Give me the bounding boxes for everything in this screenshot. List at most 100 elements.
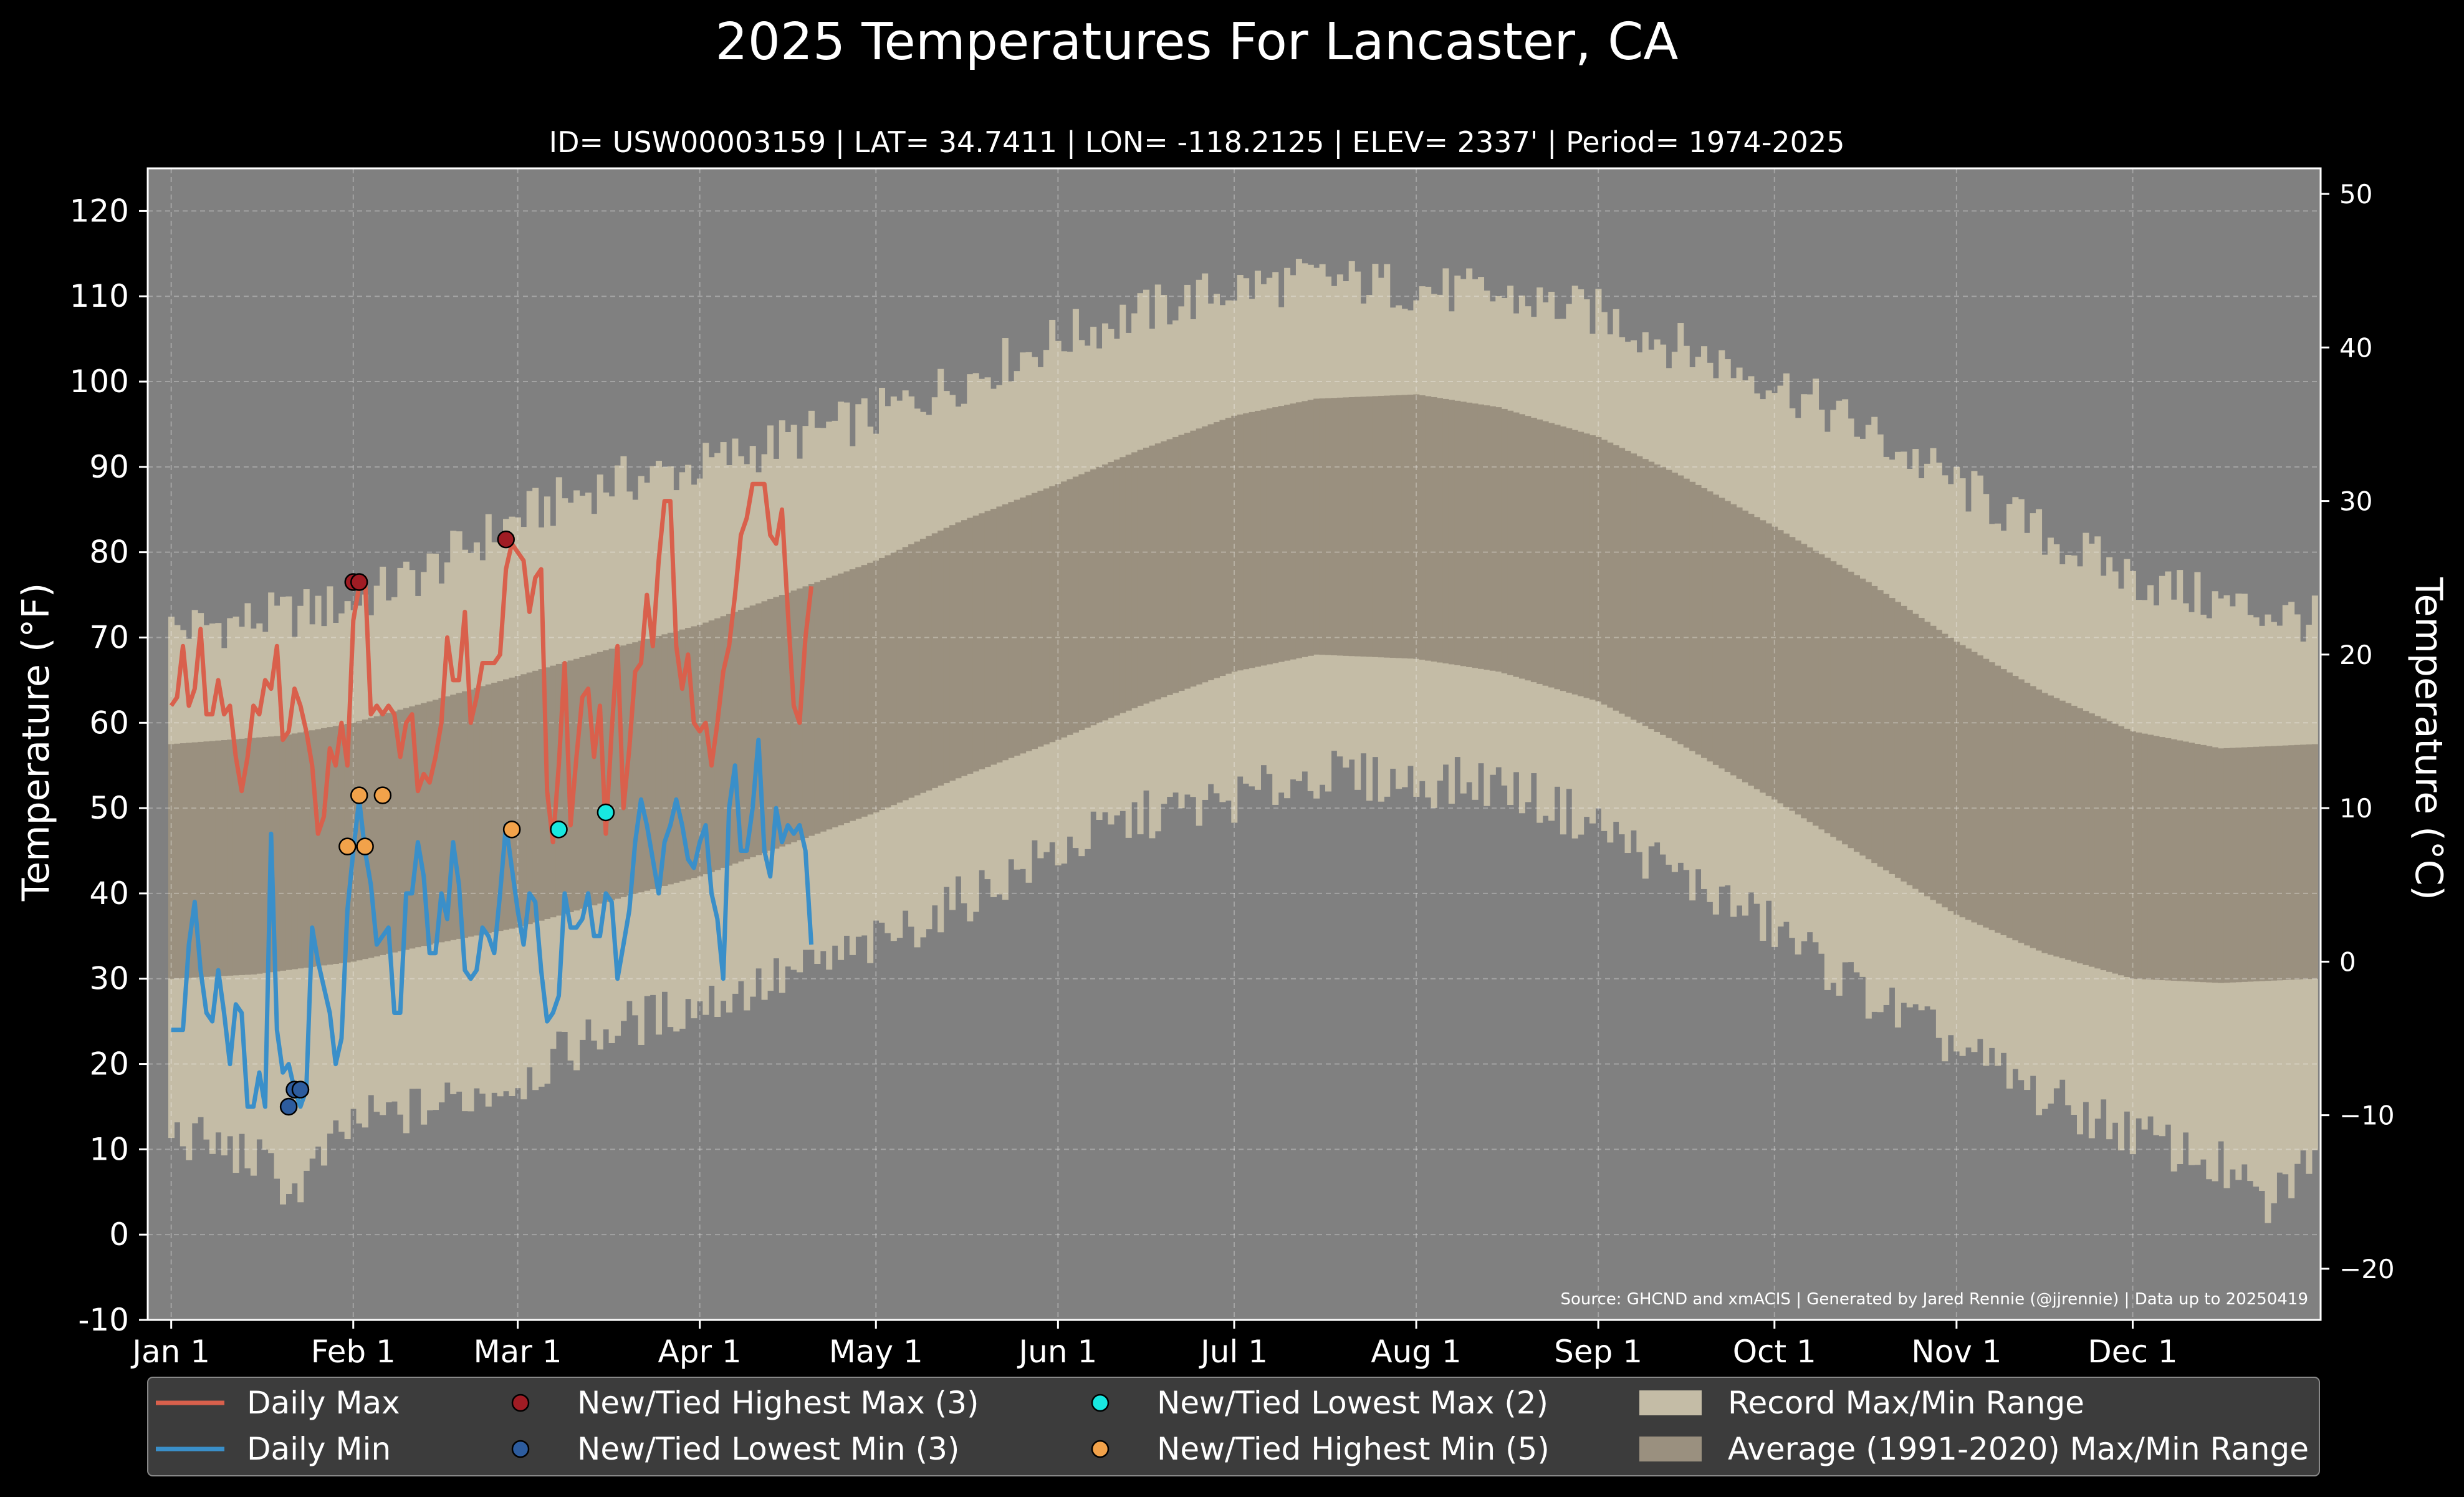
normal-range-bar bbox=[597, 652, 603, 904]
normal-range-bar bbox=[1207, 424, 1214, 680]
plot-area bbox=[146, 167, 2322, 1321]
normal-range-bar bbox=[1560, 426, 1566, 691]
source-note: Source: GHCND and xmACIS | Generated by … bbox=[1560, 1290, 2308, 1309]
normal-range-bar bbox=[2270, 746, 2277, 981]
normal-range-bar bbox=[1654, 464, 1661, 732]
normal-range-bar bbox=[972, 515, 979, 772]
normal-range-bar bbox=[2053, 698, 2060, 957]
highest-min-marker bbox=[356, 837, 374, 855]
normal-range-bar bbox=[1760, 520, 1767, 793]
normal-range-bar bbox=[2117, 726, 2124, 976]
normal-range-bar bbox=[2300, 744, 2307, 980]
normal-range-bar bbox=[1319, 398, 1326, 655]
normal-range-bar bbox=[1254, 410, 1261, 667]
record-markers bbox=[279, 530, 615, 1116]
normal-range-bar bbox=[1190, 430, 1197, 687]
normal-range-bar bbox=[1489, 406, 1496, 671]
normal-range-bar bbox=[1719, 498, 1725, 769]
normal-range-bar bbox=[1630, 453, 1637, 720]
normal-range-bar bbox=[1184, 433, 1191, 689]
normal-range-bar bbox=[878, 557, 886, 811]
normal-range-bar bbox=[591, 653, 598, 906]
normal-range-bar bbox=[168, 744, 175, 979]
normal-range-bar bbox=[1143, 448, 1149, 704]
normal-range-bar bbox=[1448, 400, 1455, 665]
normal-range-bar bbox=[914, 541, 921, 796]
normal-range-bar bbox=[1853, 575, 1861, 852]
normal-range-bar bbox=[996, 506, 1003, 763]
normal-range-bar bbox=[1995, 665, 2001, 933]
normal-range-bar bbox=[1842, 568, 1849, 845]
normal-range-bar bbox=[1225, 418, 1232, 674]
normal-range-bar bbox=[1055, 484, 1062, 740]
normal-range-bar bbox=[1472, 403, 1479, 668]
normal-range-bar bbox=[785, 592, 792, 845]
normal-range-bar bbox=[1619, 448, 1626, 714]
highest-min-marker bbox=[502, 821, 521, 839]
normal-range-bar bbox=[526, 672, 533, 925]
normal-range-bar bbox=[1014, 499, 1020, 756]
normal-range-bar bbox=[1977, 655, 1983, 925]
normal-range-bar bbox=[2311, 744, 2318, 979]
normal-range-bar bbox=[1477, 404, 1485, 669]
normal-range-bar bbox=[2194, 744, 2201, 982]
normal-range-bar bbox=[2206, 746, 2213, 983]
y-tick-label: 60 bbox=[89, 705, 129, 741]
normal-range-bar bbox=[949, 525, 956, 781]
normal-range-bars bbox=[168, 394, 2318, 983]
normal-range-bar bbox=[1442, 398, 1449, 664]
y-tick-label-right: 50 bbox=[2339, 179, 2372, 209]
normal-range-bar bbox=[744, 607, 750, 860]
normal-range-bar bbox=[174, 743, 181, 979]
normal-range-bar bbox=[608, 648, 615, 901]
normal-range-bar bbox=[1389, 395, 1396, 658]
normal-range-bar bbox=[1313, 398, 1320, 655]
normal-range-bar bbox=[1906, 610, 1913, 885]
normal-range-bar bbox=[2188, 743, 2195, 982]
normal-range-bar bbox=[2124, 728, 2131, 978]
y-tick-label-right: −20 bbox=[2339, 1254, 2395, 1284]
x-tick-label: Apr 1 bbox=[658, 1334, 742, 1370]
normal-range-bar bbox=[1378, 395, 1384, 658]
normal-range-bar bbox=[232, 739, 239, 976]
normal-range-bar bbox=[256, 737, 263, 974]
lowest-max-marker bbox=[597, 803, 615, 822]
normal-range-bar bbox=[262, 736, 269, 973]
legend-label: New/Tied Highest Max (3) bbox=[577, 1385, 979, 1421]
normal-range-bar bbox=[773, 597, 780, 849]
normal-range-bar bbox=[239, 738, 246, 975]
normal-range-bar bbox=[1284, 405, 1291, 661]
normal-range-bar bbox=[1830, 561, 1837, 837]
legend-label: New/Tied Lowest Min (3) bbox=[577, 1431, 959, 1467]
normal-range-bar bbox=[2153, 736, 2160, 980]
normal-range-bar bbox=[1889, 598, 1896, 874]
normal-range-bar bbox=[550, 665, 557, 918]
normal-range-bar bbox=[1666, 469, 1672, 738]
normal-range-bar bbox=[1090, 469, 1097, 726]
normal-range-bar bbox=[902, 547, 909, 801]
normal-range-bar bbox=[1660, 467, 1667, 735]
normal-range-bar bbox=[444, 696, 451, 941]
x-tick-label: Aug 1 bbox=[1371, 1334, 1461, 1370]
normal-range-bar bbox=[491, 682, 498, 932]
normal-range-bar bbox=[790, 590, 797, 842]
normal-range-bar bbox=[1219, 420, 1226, 676]
series-lines bbox=[169, 481, 814, 1109]
normal-range-bar bbox=[2141, 733, 2148, 980]
normal-range-bar bbox=[1753, 517, 1760, 789]
normal-range-bar bbox=[1037, 491, 1044, 747]
normal-range-bar bbox=[1518, 414, 1525, 679]
normal-range-bar bbox=[1595, 436, 1602, 702]
normal-range-bar bbox=[2247, 747, 2254, 982]
normal-range-bar bbox=[186, 743, 193, 978]
daily-max-line bbox=[169, 481, 814, 845]
normal-range-bar bbox=[1813, 551, 1819, 826]
normal-range-bar bbox=[1942, 633, 1949, 908]
legend-label: Daily Max bbox=[247, 1385, 400, 1421]
normal-range-bar bbox=[244, 738, 251, 975]
x-tick-label: May 1 bbox=[829, 1334, 923, 1370]
normal-range-bar bbox=[1683, 478, 1690, 748]
normal-range-bar bbox=[1589, 435, 1596, 700]
normal-range-bar bbox=[485, 684, 492, 933]
